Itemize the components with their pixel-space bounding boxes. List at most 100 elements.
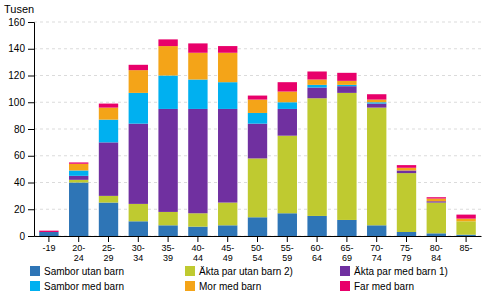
bar-segment [307,80,326,85]
plot: 020406080100120140160-1920-2425-2930-343… [8,17,481,264]
bar-segment [218,53,237,82]
tick-label-line: 55- [281,243,294,253]
tick-label-line: 59 [282,253,292,263]
bar-segment [188,227,207,236]
bar-segment [248,217,267,236]
legend-swatch [340,266,350,276]
bar-segment [99,203,118,236]
tick-mark [317,236,318,242]
bar-segment [248,124,267,159]
tick-label-line: 29 [103,253,113,263]
bar-segment [99,120,118,143]
bar-segment [69,176,88,180]
bar-segment [278,136,297,214]
bar-segment [456,235,475,236]
tick: 140 [8,43,34,54]
bar-segment [337,81,356,85]
tick-label: 20 [14,204,26,215]
bar-segment [278,213,297,236]
tick-label-line: 30- [132,243,145,253]
tick: 55-59 [281,236,294,263]
bar-segment [367,108,386,226]
bar-segment [218,109,237,203]
tick-label-line: 24 [74,253,84,263]
bar-segment [188,80,207,109]
tick-label-line: 80- [430,243,443,253]
bar-segment [129,221,148,236]
tick-mark [346,236,347,242]
bar-segment [39,231,58,232]
series [69,86,446,213]
tick-mark [28,49,34,50]
tick-label: 140 [8,43,25,54]
tick-label: 45-49 [221,243,234,263]
bar-segment [129,70,148,93]
bar-segment [158,39,177,46]
bar-segment [278,92,297,103]
bar-segment [129,93,148,124]
tick: 120 [8,70,34,81]
bar-segment [307,85,326,88]
tick-label: 120 [8,70,25,81]
bar-segment [367,94,386,99]
tick-label: 0 [19,231,25,242]
bar-segment [337,220,356,236]
tick: 0 [19,231,34,242]
tick-label-line: 75- [400,243,413,253]
bar-segment [427,201,446,202]
tick: 60-64 [311,236,324,263]
tick-mark [28,209,34,210]
tick: 35-39 [162,236,175,263]
grid-line [34,22,481,23]
tick-mark [287,236,288,242]
bar-segment [367,225,386,236]
tick-mark [28,236,34,237]
tick-label: 100 [8,97,25,108]
tick-label: 25-29 [102,243,115,263]
tick-label-line: 50- [251,243,264,253]
tick-label-line: 54 [252,253,262,263]
bar-segment [427,203,446,234]
bar-segment [158,225,177,236]
legend-swatch [185,266,195,276]
bar-segment [248,158,267,217]
tick-label: 80 [14,124,26,135]
series [69,46,476,221]
tick-mark [28,76,34,77]
tick-label-line: 65- [340,243,353,253]
bar-segment [218,82,237,109]
bar-segment [248,113,267,124]
series [69,93,476,235]
bar-segment [158,109,177,212]
bar-segment [188,43,207,52]
tick-mark [28,22,34,23]
tick-label-line: 74 [372,253,382,263]
tick-label: 160 [8,17,25,28]
bar-segment [69,164,88,171]
bar-segment [129,204,148,221]
tick-label: 60 [14,150,26,161]
tick-label-line: 25- [102,243,115,253]
tick-mark [406,236,407,242]
grid-line [34,48,481,49]
tick-label-line: 20- [72,243,85,253]
series [39,39,476,232]
bar-segment [129,65,148,70]
tick-mark [28,156,34,157]
bar-segment [39,231,58,232]
bar-segment [218,203,237,226]
tick-mark [197,236,198,242]
tick: 85- [460,236,473,253]
bar-segment [278,109,297,136]
tick-label-line: -19 [42,243,55,253]
tick-label: -19 [42,243,55,253]
bar-segment [307,216,326,236]
tick: 80 [14,124,34,135]
bar-segment [129,124,148,204]
bar-segment [427,233,446,236]
axis-line [28,23,35,237]
tick: 70-74 [370,236,383,263]
bar-segment [456,215,475,219]
tick-label: 75-79 [400,243,413,263]
tick: 60 [14,150,34,161]
